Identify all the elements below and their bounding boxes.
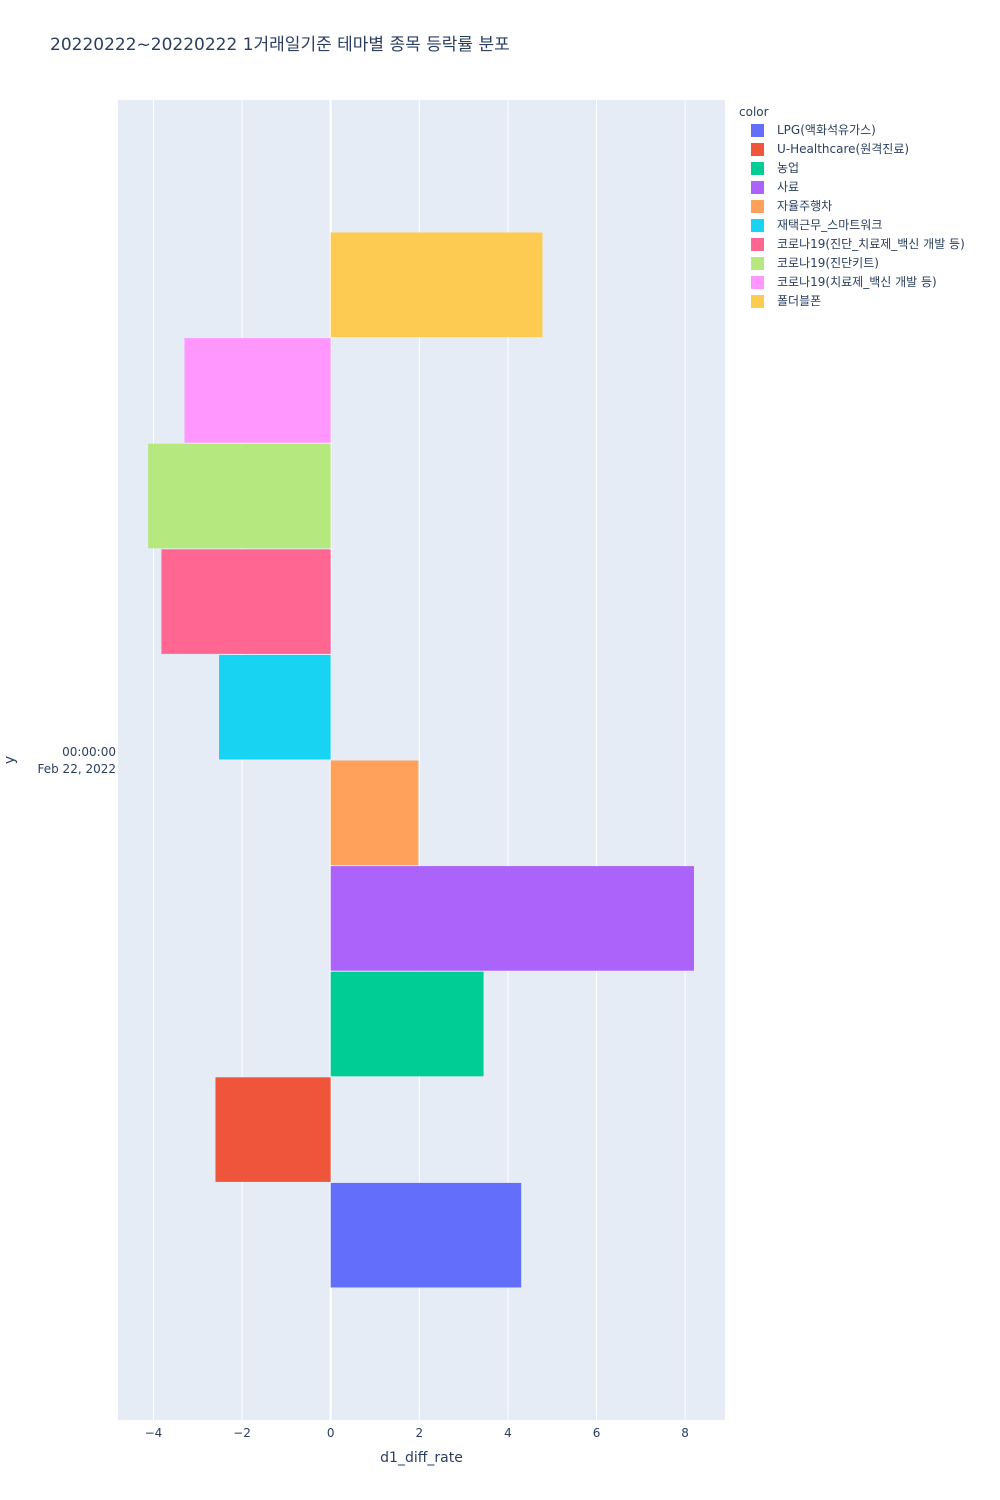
x-tick-label: 4: [504, 1426, 512, 1440]
bar[interactable]: [330, 866, 694, 971]
bar[interactable]: [330, 971, 484, 1077]
legend-swatch[interactable]: [751, 295, 764, 308]
legend-label[interactable]: LPG(액화석유가스): [777, 123, 876, 137]
legend-swatch[interactable]: [751, 238, 764, 251]
legend-label[interactable]: 폴더블폰: [777, 294, 821, 308]
x-tick-labels: −4 −2 0 2 4 6 8: [145, 1426, 689, 1440]
legend-label[interactable]: 농업: [777, 161, 799, 175]
legend-label[interactable]: 코로나19(치료제_백신 개발 등): [777, 275, 937, 289]
legend-label[interactable]: 재택근무_스마트워크: [777, 218, 882, 232]
x-tick-label: 6: [593, 1426, 601, 1440]
legend-swatch[interactable]: [751, 181, 764, 194]
legend-swatch[interactable]: [751, 200, 764, 213]
x-tick-label: 8: [681, 1426, 689, 1440]
legend-label[interactable]: 코로나19(진단키트): [777, 256, 879, 270]
x-tick-label: 2: [415, 1426, 423, 1440]
bars-layer: [148, 232, 694, 1288]
bar[interactable]: [330, 1182, 522, 1288]
legend-label[interactable]: 사료: [777, 180, 799, 194]
legend-label[interactable]: U-Healthcare(원격진료): [777, 142, 909, 156]
legend-swatch[interactable]: [751, 257, 764, 270]
bar[interactable]: [215, 1077, 331, 1182]
y-tick-label-date: Feb 22, 2022: [38, 762, 117, 776]
y-tick-label-time: 00:00:00: [62, 745, 116, 759]
x-tick-label: −2: [233, 1426, 251, 1440]
legend-title: color: [739, 105, 769, 119]
legend-label[interactable]: 코로나19(진단_치료제_백신 개발 등): [777, 237, 965, 251]
x-tick-label: 0: [327, 1426, 335, 1440]
bar[interactable]: [219, 654, 331, 760]
legend-swatch[interactable]: [751, 219, 764, 232]
x-axis-title: d1_diff_rate: [380, 1450, 463, 1466]
x-tick-label: −4: [145, 1426, 163, 1440]
legend-swatch[interactable]: [751, 276, 764, 289]
legend-swatch[interactable]: [751, 124, 764, 137]
chart-title: 20220222~20220222 1거래일기준 테마별 종목 등락률 분포: [50, 35, 510, 55]
legend: color LPG(액화석유가스) U-Healthcare(원격진료) 농업사료자…: [739, 105, 965, 308]
bar[interactable]: [330, 232, 543, 338]
bar[interactable]: [184, 338, 331, 443]
bar[interactable]: [330, 760, 419, 866]
y-tick-labels: 00:00:00 Feb 22, 2022: [38, 745, 117, 776]
bar[interactable]: [161, 549, 331, 654]
bar[interactable]: [148, 443, 331, 549]
legend-swatch[interactable]: [751, 162, 764, 175]
y-axis-title: y: [2, 756, 18, 764]
legend-label[interactable]: 자율주행차: [777, 198, 832, 213]
legend-swatch[interactable]: [751, 143, 764, 156]
